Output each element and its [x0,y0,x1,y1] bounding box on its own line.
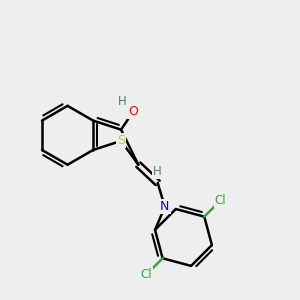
Text: Cl: Cl [141,268,152,281]
Text: O: O [128,105,138,118]
Text: H: H [118,94,127,107]
Text: N: N [160,200,170,213]
Text: Cl: Cl [215,194,226,207]
Text: H: H [153,165,162,178]
Text: S: S [117,134,125,147]
